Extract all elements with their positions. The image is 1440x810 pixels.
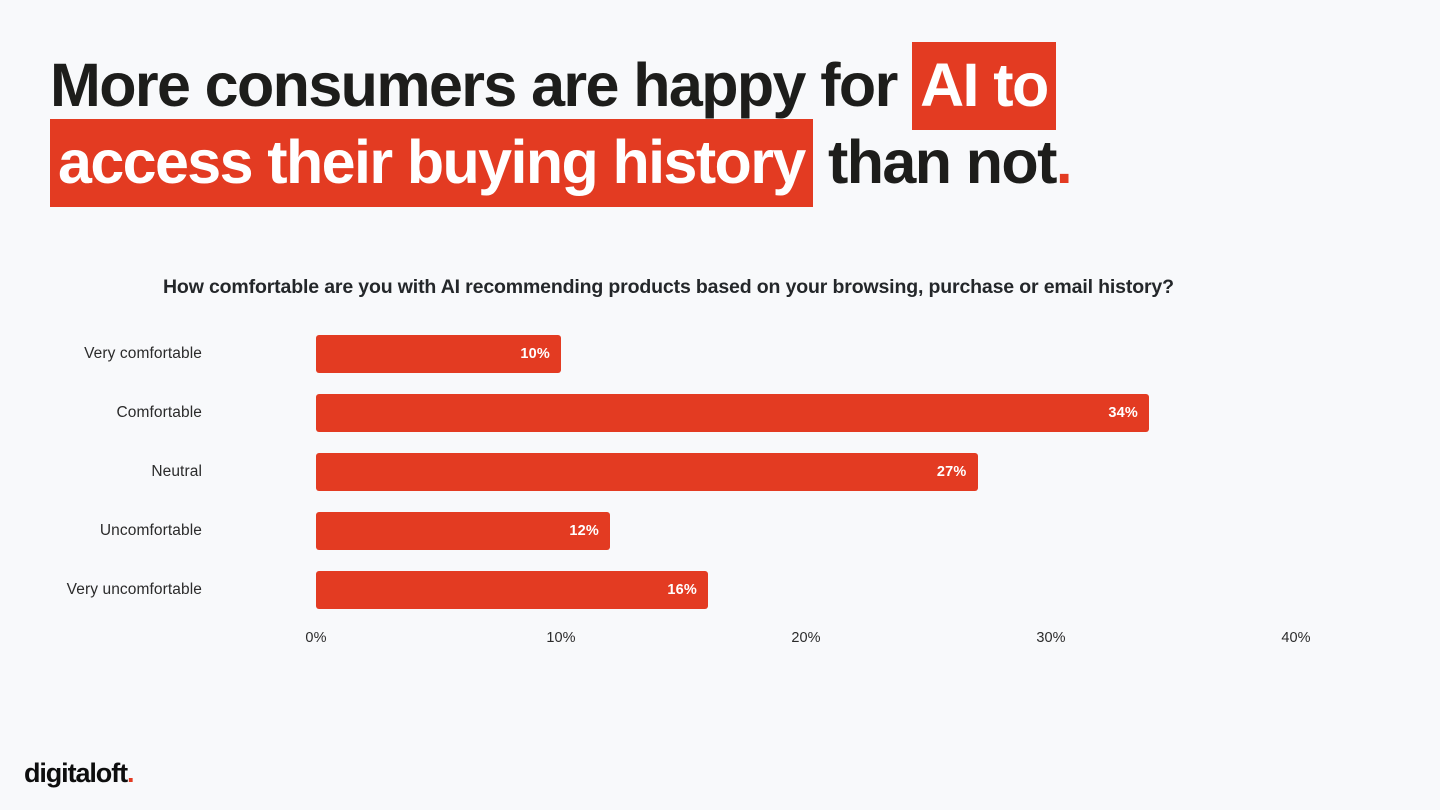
x-axis-tick: 10% [546, 630, 576, 646]
headline-line-2: access their buying history than not. [50, 119, 1390, 207]
bar-value-label: 10% [520, 346, 550, 362]
x-axis-tick: 40% [1281, 630, 1311, 646]
chart-block: How comfortable are you with AI recommen… [67, 272, 1363, 665]
bar-value-label: 12% [569, 523, 599, 539]
bar-row: Uncomfortable 12% [100, 512, 1363, 550]
bar-track: 27% [316, 453, 978, 491]
bar-fill: 16% [316, 571, 708, 609]
bar-track: 34% [316, 394, 1149, 432]
bar-fill: 10% [316, 335, 561, 373]
x-axis-tick: 20% [791, 630, 821, 646]
bar-category-label: Uncomfortable [99, 522, 202, 539]
bar-value-label: 16% [667, 582, 697, 598]
bar-track: 10% [316, 335, 561, 373]
x-axis-tick: 30% [1036, 630, 1066, 646]
bar-track: 16% [316, 571, 708, 609]
bar-row: Very uncomfortable 16% [67, 571, 1363, 609]
headline-highlight-ai-to: AI to [912, 42, 1056, 130]
bar-value-label: 34% [1108, 405, 1138, 421]
bar-category-label: Very uncomfortable [66, 581, 202, 598]
logo-wordmark: digitaloft [24, 758, 128, 788]
bar-category-label: Very comfortable [84, 345, 202, 362]
headline-plain-text-2: than not [812, 128, 1057, 196]
bar-row: Very comfortable 10% [84, 335, 1363, 373]
x-axis: 0% 10% 20% 30% 40% [305, 630, 1316, 660]
bar-category-label: Comfortable [116, 404, 202, 421]
digitaloft-logo: digitaloft. [24, 757, 135, 789]
bar-row: Neutral 27% [151, 453, 1363, 491]
headline-line-1: More consumers are happy for AI to [50, 42, 1390, 130]
chart-title: How comfortable are you with AI recommen… [163, 276, 1174, 298]
headline-highlight-buying-history: access their buying history [50, 119, 813, 207]
bar-category-label: Neutral [151, 463, 202, 480]
logo-dot: . [126, 758, 135, 788]
bar-track: 12% [316, 512, 610, 550]
headline-period: . [1055, 128, 1073, 196]
bar-fill: 34% [316, 394, 1149, 432]
headline: More consumers are happy for AI to acces… [50, 42, 1390, 207]
bar-value-label: 27% [936, 464, 967, 480]
bar-row: Comfortable 34% [116, 394, 1363, 432]
bar-chart-plot: Very comfortable 10% Comfortable 34% Neutral… [67, 335, 1363, 665]
x-axis-tick: 0% [305, 630, 327, 646]
bar-fill: 27% [316, 453, 978, 491]
headline-plain-text: More consumers are happy for [50, 51, 913, 119]
bar-fill: 12% [316, 512, 610, 550]
